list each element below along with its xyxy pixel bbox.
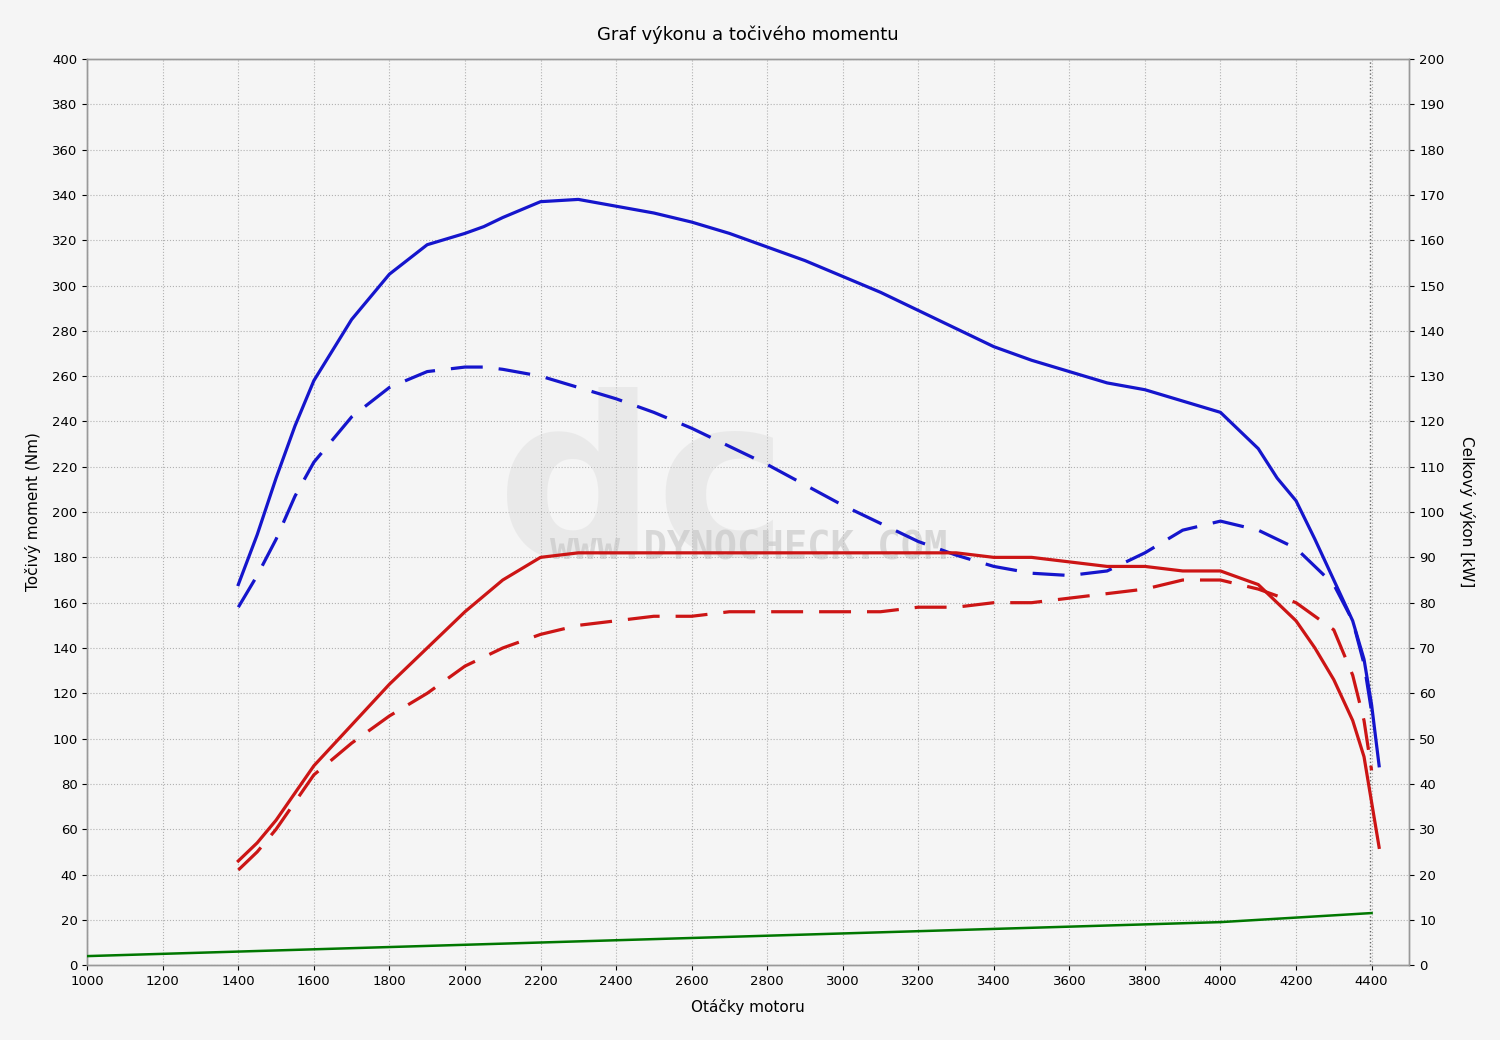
Title: Graf výkonu a točivého momentu: Graf výkonu a točivého momentu (597, 25, 898, 44)
Y-axis label: Točivý moment (Nm): Točivý moment (Nm) (26, 433, 40, 592)
Y-axis label: Celkový výkon [kW]: Celkový výkon [kW] (1460, 437, 1474, 588)
X-axis label: Otáčky motoru: Otáčky motoru (692, 999, 806, 1015)
Text: dc: dc (496, 387, 788, 601)
Text: www.DYNOCHECK.COM: www.DYNOCHECK.COM (549, 529, 946, 567)
